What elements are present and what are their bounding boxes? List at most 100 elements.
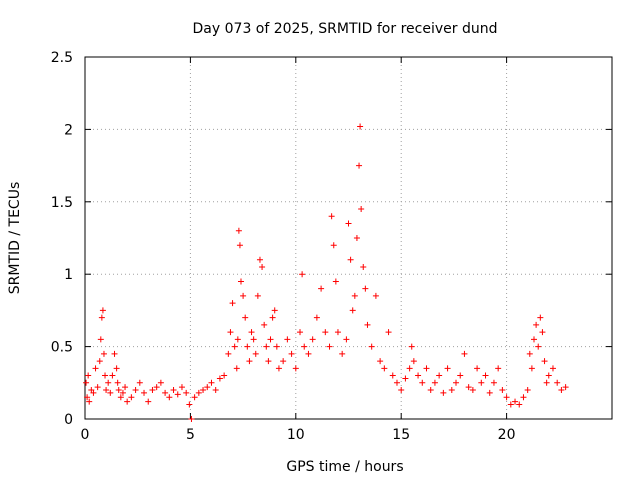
data-point <box>301 343 308 350</box>
data-point <box>174 391 181 398</box>
data-point <box>436 372 443 379</box>
data-point <box>474 365 481 372</box>
data-point <box>486 389 493 396</box>
data-point <box>252 350 259 357</box>
data-point <box>385 329 392 336</box>
x-tick-label: 10 <box>287 427 305 443</box>
data-point <box>381 365 388 372</box>
data-point <box>465 384 472 391</box>
y-tick-label: 2.5 <box>51 50 73 66</box>
data-point <box>531 336 538 343</box>
data-point <box>114 379 121 386</box>
data-point <box>178 384 185 391</box>
data-point <box>549 365 556 372</box>
data-point <box>236 242 243 249</box>
data-point <box>558 387 565 394</box>
data-point <box>204 384 211 391</box>
data-point <box>83 379 90 386</box>
data-point <box>208 379 215 386</box>
y-tick-label: 0 <box>64 412 73 428</box>
data-point <box>84 394 91 401</box>
data-point <box>520 394 527 401</box>
data-point <box>191 394 198 401</box>
data-point <box>398 387 405 394</box>
chart-title: Day 073 of 2025, SRMTID for receiver dun… <box>193 21 498 37</box>
data-point <box>124 398 131 405</box>
data-point <box>269 314 276 321</box>
data-point <box>166 394 173 401</box>
y-tick-label: 0.5 <box>51 340 73 356</box>
data-point <box>235 227 242 234</box>
data-point <box>512 398 519 405</box>
data-point <box>92 365 99 372</box>
data-point <box>234 336 241 343</box>
data-point <box>273 343 280 350</box>
data-point <box>86 398 93 405</box>
data-point <box>100 350 107 357</box>
data-point <box>444 365 451 372</box>
data-point <box>240 292 247 299</box>
data-point <box>267 336 274 343</box>
data-point <box>111 350 118 357</box>
x-axis-label: GPS time / hours <box>286 459 403 475</box>
data-point <box>113 365 120 372</box>
data-point <box>326 343 333 350</box>
data-point <box>503 394 510 401</box>
data-point <box>524 387 531 394</box>
data-point <box>98 314 105 321</box>
data-point <box>299 271 306 278</box>
data-point <box>141 389 148 396</box>
data-point <box>94 384 101 391</box>
data-point <box>402 375 409 382</box>
data-point <box>305 350 312 357</box>
data-point <box>453 379 460 386</box>
data-point <box>212 387 219 394</box>
data-point <box>364 321 371 328</box>
data-point <box>351 292 358 299</box>
data-point <box>347 256 354 263</box>
data-point <box>103 387 110 394</box>
data-point <box>145 398 152 405</box>
data-point <box>284 336 291 343</box>
grid <box>85 57 612 419</box>
plot-frame <box>84 56 613 420</box>
data-point <box>256 256 263 263</box>
data-point <box>188 416 195 422</box>
data-point <box>499 387 506 394</box>
data-point <box>115 387 122 394</box>
data-point <box>254 292 261 299</box>
data-point <box>389 372 396 379</box>
data-point <box>109 372 116 379</box>
data-point <box>419 379 426 386</box>
data-point <box>322 329 329 336</box>
data-point <box>562 384 569 391</box>
data-point <box>263 343 270 350</box>
data-point <box>261 321 268 328</box>
data-point <box>132 387 139 394</box>
data-point <box>242 314 249 321</box>
data-point <box>225 350 232 357</box>
data-point <box>231 343 238 350</box>
data-point <box>271 307 278 314</box>
data-point <box>99 307 106 314</box>
data-point <box>157 379 164 386</box>
data-point <box>265 358 272 365</box>
data-point <box>297 329 304 336</box>
data-point <box>461 350 468 357</box>
data-point <box>102 372 109 379</box>
data-point <box>543 379 550 386</box>
data-point <box>393 379 400 386</box>
data-point <box>537 314 544 321</box>
data-point <box>328 213 335 220</box>
data-point <box>410 358 417 365</box>
data-point <box>136 379 143 386</box>
data-point <box>372 292 379 299</box>
data-point <box>535 343 542 350</box>
x-tick-label: 15 <box>392 427 410 443</box>
x-tick-label: 20 <box>498 427 516 443</box>
data-point <box>334 329 341 336</box>
data-point <box>318 285 325 292</box>
data-point <box>490 379 497 386</box>
data-point <box>406 365 413 372</box>
data-point <box>275 365 282 372</box>
